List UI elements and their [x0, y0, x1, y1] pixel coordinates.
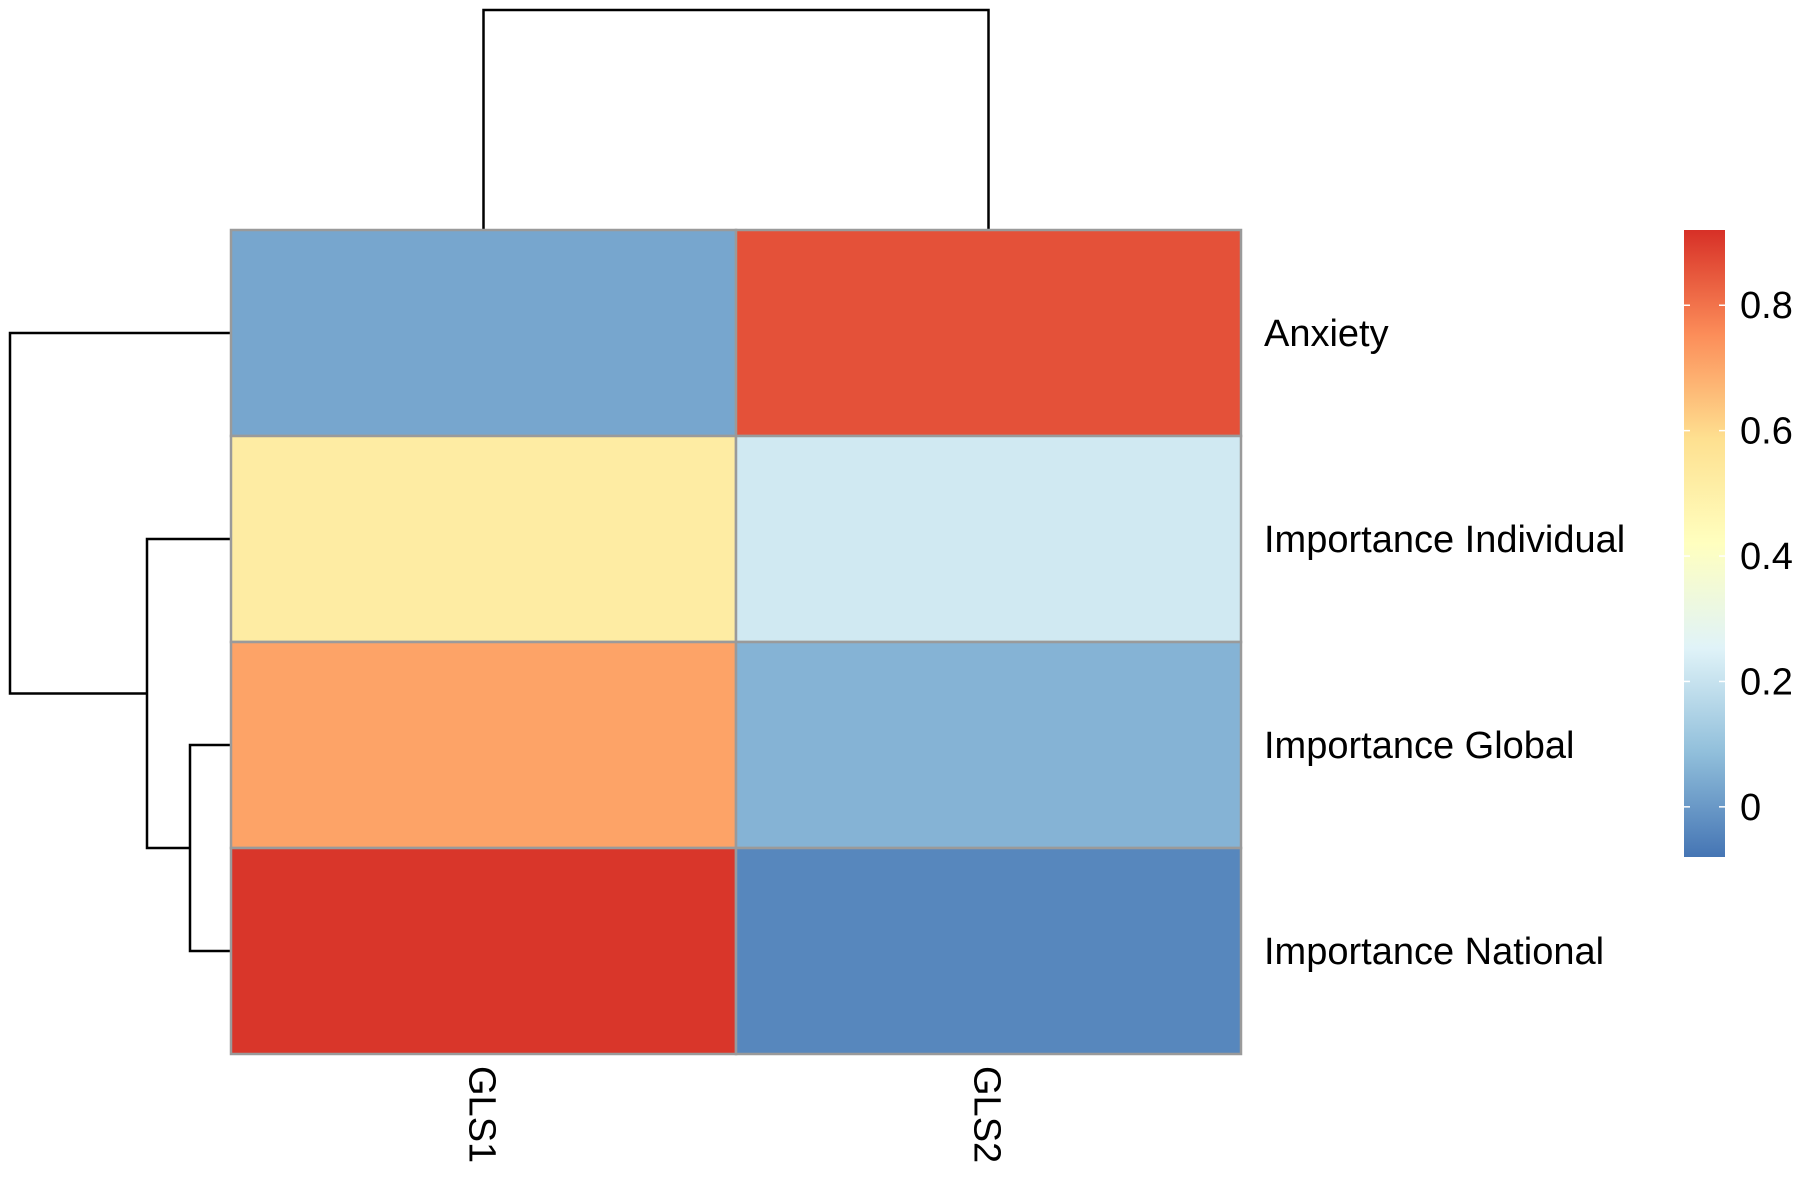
heatmap-cell [229, 228, 738, 438]
heatmap-cell [734, 228, 1243, 438]
legend-tick-label: 0.8 [1740, 285, 1793, 327]
row-label: Importance National [1264, 931, 1604, 973]
heatmap-cell [734, 640, 1243, 850]
dendrogram-branch [482, 8, 990, 230]
heatmap-cell [229, 640, 738, 850]
column-label: GLS1 [461, 1066, 503, 1163]
row-label: Importance Individual [1264, 519, 1625, 561]
row-labels: Anxiety Importance Individual Importance G… [1264, 313, 1625, 973]
legend-colorbar [1684, 230, 1725, 857]
legend-tick-label: 0.6 [1740, 411, 1793, 453]
legend-tick-label: 0 [1740, 787, 1761, 829]
dendrogram-branch [8, 331, 231, 695]
legend-tick-label: 0.2 [1740, 661, 1793, 703]
heatmap-cells [229, 228, 1243, 1056]
heatmap-cell [229, 846, 738, 1056]
legend-tick-label: 0.4 [1740, 536, 1793, 578]
column-labels: GLS1 GLS2 [461, 1066, 1008, 1163]
heatmap-cell [734, 434, 1243, 644]
heatmap-cell [734, 846, 1243, 1056]
heatmap-cell [229, 434, 738, 644]
row-label: Anxiety [1264, 313, 1389, 355]
color-legend: 0 0.2 0.4 0.6 0.8 [1684, 230, 1793, 857]
dendrogram-branch [188, 743, 231, 953]
row-label: Importance Global [1264, 725, 1575, 767]
column-label: GLS2 [966, 1066, 1008, 1163]
dendrogram-layer [8, 8, 990, 953]
